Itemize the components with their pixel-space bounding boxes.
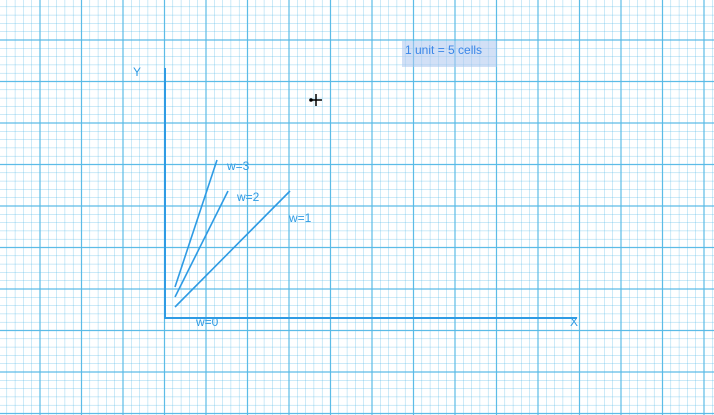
line-w1[interactable] xyxy=(174,190,291,308)
line-w2[interactable] xyxy=(174,190,229,298)
label-w2: w=2 xyxy=(237,190,260,204)
label-w3: w=3 xyxy=(227,159,250,173)
line-w3[interactable] xyxy=(174,159,218,288)
y-axis-label: Y xyxy=(133,65,142,79)
label-w0: w=0 xyxy=(196,315,219,329)
label-w1: w=1 xyxy=(289,211,312,225)
x-axis-label: X xyxy=(570,315,579,329)
crosshair-cursor-icon xyxy=(309,94,322,106)
scale-badge: 1 unit = 5 cells xyxy=(402,41,497,67)
